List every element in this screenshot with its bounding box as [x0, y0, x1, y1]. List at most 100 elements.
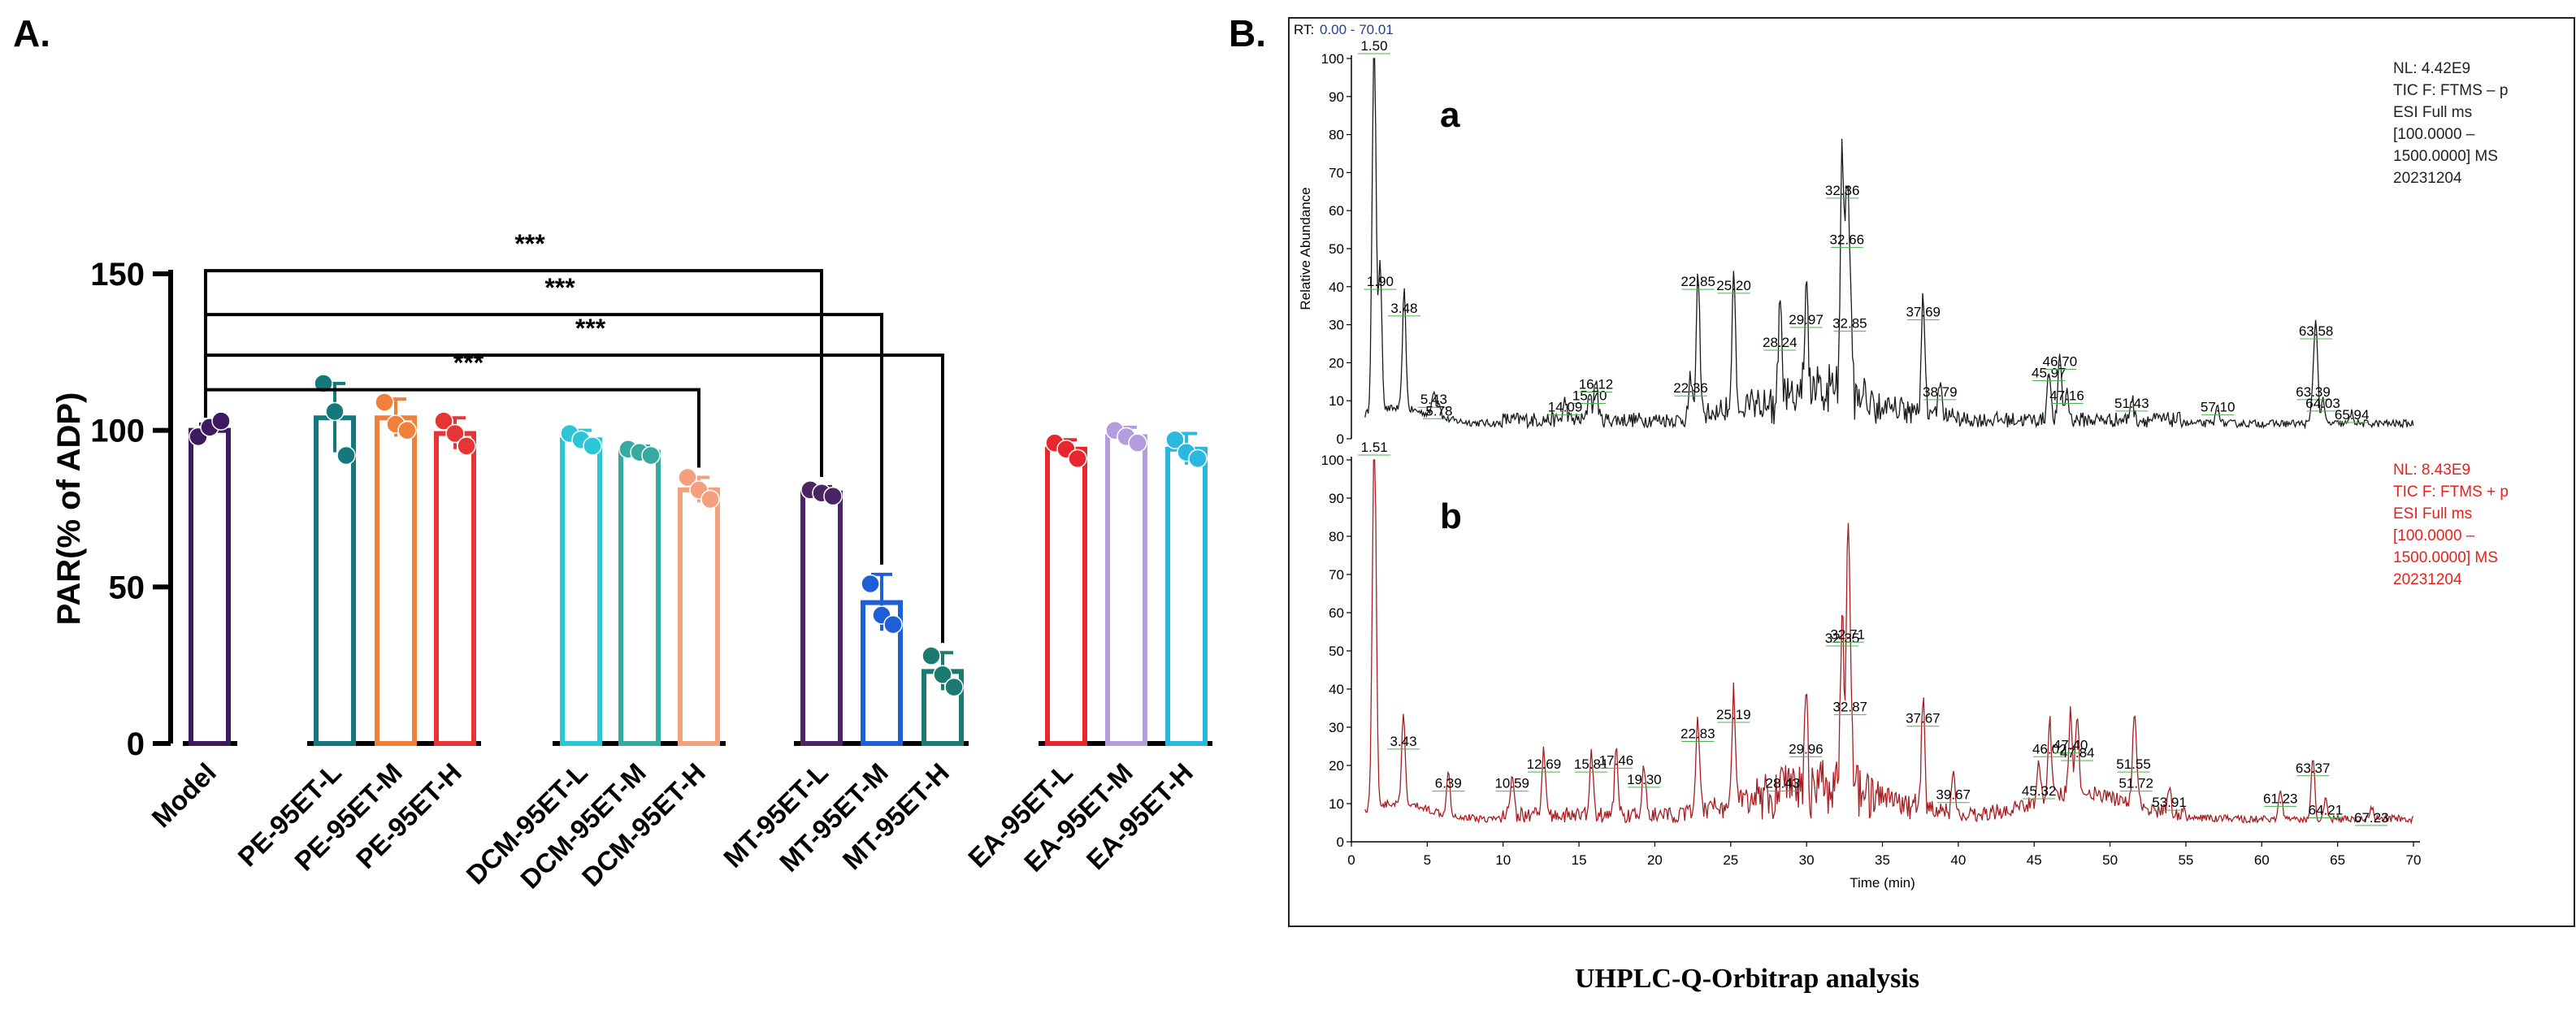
- bar-ea-95et-h: [1165, 446, 1208, 747]
- data-point: [1188, 449, 1208, 469]
- peak-label: 32.36: [1825, 183, 1860, 198]
- bar-mt-95et-l: [800, 490, 843, 746]
- peak-label: 19.30: [1627, 772, 1662, 787]
- chrom-y-tick-label: 100: [1321, 51, 1344, 67]
- chrom-y-tick-label: 50: [1329, 241, 1344, 257]
- chrom-y-tick-label: 20: [1329, 758, 1344, 774]
- chrom-y-tick-label: 100: [1321, 453, 1344, 468]
- peak-label: 46.70: [2043, 353, 2078, 369]
- data-point: [823, 486, 843, 506]
- peak-label: 37.67: [1906, 711, 1941, 726]
- chrom-x-tick-label: 35: [1875, 852, 1890, 868]
- peak-label: 47.40: [2053, 738, 2088, 753]
- significance-label: ***: [514, 229, 545, 258]
- chrom-y-tick-label: 60: [1329, 605, 1344, 621]
- chrom-info-line: ESI Full ms: [2393, 505, 2472, 522]
- peak-label: 63.39: [2296, 384, 2331, 400]
- peak-label: 3.43: [1390, 734, 1416, 749]
- chrom-x-tick-label: 65: [2330, 852, 2345, 868]
- chrom-info-line: TIC F: FTMS + p: [2393, 483, 2509, 501]
- peak-label: 32.66: [1830, 232, 1865, 248]
- bar-model: [189, 427, 231, 747]
- chrom-trace: [1364, 58, 2414, 430]
- chromatogram-frame: [1288, 17, 2575, 927]
- peak-label: 28.24: [1763, 335, 1798, 350]
- bar-dcm-95et-m: [618, 449, 661, 746]
- y-tick-label: 50: [109, 570, 145, 605]
- chrom-panel-letter-a: a: [1440, 95, 1460, 135]
- peak-label: 16.12: [1579, 377, 1614, 392]
- chrom-y-tick-label: 30: [1329, 720, 1344, 735]
- peak-label: 6.39: [1435, 776, 1462, 791]
- peak-label: 1.90: [1367, 274, 1394, 289]
- peak-label: 38.79: [1923, 384, 1958, 400]
- chrom-y-tick-label: 10: [1329, 393, 1344, 409]
- data-point: [1068, 449, 1087, 469]
- peak-label: 22.83: [1680, 726, 1715, 742]
- peak-label: 51.72: [2118, 776, 2153, 791]
- chrom-panel-letter-b: b: [1440, 496, 1462, 536]
- peak-label: 47.84: [2060, 745, 2095, 761]
- data-point: [397, 420, 417, 440]
- peak-label: 1.51: [1361, 440, 1388, 455]
- chrom-info-line: ESI Full ms: [2393, 104, 2472, 121]
- peak-label: 14.09: [1548, 400, 1583, 415]
- data-point: [314, 374, 333, 393]
- chrom-info-line: NL: 4.42E9: [2393, 60, 2470, 77]
- chrom-y-axis-label: Relative Abundance: [1298, 187, 1313, 310]
- peak-label: 37.69: [1906, 305, 1941, 320]
- data-point: [944, 677, 964, 697]
- peak-label: 32.87: [1832, 700, 1867, 715]
- chrom-info-line: 20231204: [2393, 571, 2462, 588]
- chrom-x-axis-label: Time (min): [1850, 875, 1915, 891]
- chrom-x-tick-label: 0: [1347, 852, 1355, 868]
- peak-label: 29.97: [1789, 312, 1824, 327]
- chrom-info-line: 20231204: [2393, 170, 2462, 187]
- peak-label: 47.16: [2049, 388, 2084, 404]
- significance-bracket: [204, 269, 823, 478]
- y-tick-label: 150: [90, 257, 145, 293]
- peak-label: 39.67: [1936, 787, 1971, 803]
- significance-bracket: [204, 388, 700, 468]
- data-point: [375, 392, 394, 412]
- chrom-y-tick-label: 80: [1329, 529, 1344, 544]
- significance-label: ***: [453, 349, 484, 378]
- figure-caption: UHPLC-Q-Orbitrap analysis: [1574, 964, 1920, 994]
- chrom-y-tick-label: 10: [1329, 796, 1344, 812]
- peak-label: 1.50: [1360, 38, 1387, 54]
- peak-label: 63.58: [2299, 323, 2334, 339]
- chrom-info-line: NL: 8.43E9: [2393, 462, 2470, 479]
- peak-label: 57.10: [2201, 400, 2236, 415]
- peak-label: 22.85: [1680, 274, 1715, 289]
- chrom-y-tick-label: 0: [1337, 431, 1344, 447]
- chrom-info-line: 1500.0000] MS: [2393, 148, 2498, 165]
- peak-label: 17.46: [1599, 752, 1634, 768]
- peak-label: 32.85: [1832, 316, 1867, 332]
- rt-range: 0.00 - 70.01: [1320, 22, 1394, 37]
- peak-label: 45.32: [2022, 783, 2057, 799]
- significance-label: ***: [544, 273, 575, 302]
- chrom-info-line: TIC F: FTMS – p: [2393, 82, 2508, 99]
- y-axis-label: PAR(% of ADP): [51, 392, 87, 626]
- peak-label: 51.43: [2114, 396, 2149, 411]
- y-tick-label: 100: [90, 414, 145, 449]
- significance-bracket: [204, 313, 883, 565]
- bar-pe-95et-l: [314, 415, 356, 747]
- peak-label: 67.23: [2354, 810, 2389, 826]
- chrom-y-tick-label: 80: [1329, 128, 1344, 143]
- chrom-y-tick-label: 60: [1329, 203, 1344, 219]
- bar-dcm-95et-h: [678, 487, 720, 746]
- chrom-x-tick-label: 10: [1495, 852, 1511, 868]
- x-tick-label-model: Model: [145, 757, 222, 834]
- data-point: [445, 423, 465, 444]
- peak-label: 65.94: [2335, 407, 2370, 423]
- chrom-info-line: [100.0000 –: [2393, 126, 2475, 143]
- rt-label: RT:: [1294, 22, 1314, 37]
- chrom-y-tick-label: 20: [1329, 355, 1344, 371]
- peak-label: 3.48: [1390, 301, 1417, 316]
- chrom-info-line: 1500.0000] MS: [2393, 549, 2498, 566]
- peak-label: 64.03: [2305, 396, 2340, 411]
- data-point: [861, 574, 880, 594]
- chrom-x-tick-label: 50: [2102, 852, 2118, 868]
- chrom-y-tick-label: 40: [1329, 280, 1344, 295]
